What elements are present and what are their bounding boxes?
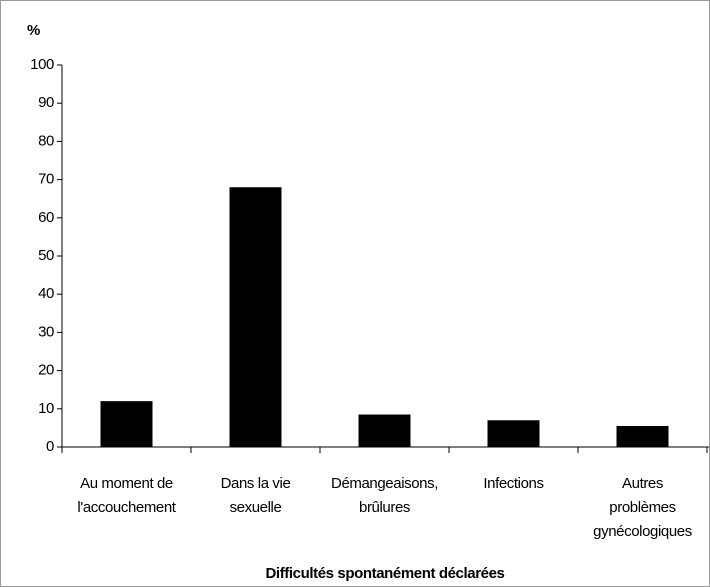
y-tick-label: 40 — [38, 285, 54, 302]
y-tick-label: 70 — [38, 171, 54, 188]
y-axis-label: % — [27, 22, 40, 39]
y-tick-label: 30 — [38, 323, 54, 340]
y-tick-label: 90 — [38, 94, 54, 111]
bar — [616, 425, 669, 447]
y-tick-label: 80 — [38, 132, 54, 149]
x-tick-label: brûlures — [359, 499, 410, 516]
x-tick-label: sexuelle — [230, 499, 282, 516]
y-tick-label: 10 — [38, 400, 54, 417]
x-tick-label: l'accouchement — [77, 499, 176, 516]
x-axis-label: Difficultés spontanément déclarées — [266, 565, 505, 582]
x-tick-label: problèmes — [609, 499, 675, 516]
x-tick-label: Dans la vie — [221, 475, 291, 492]
bar — [358, 414, 411, 447]
y-tick-label: 100 — [30, 56, 54, 73]
x-tick-label: Autres — [622, 475, 663, 492]
bar — [100, 401, 153, 447]
bar — [229, 187, 282, 448]
x-tick-label: gynécologiques — [593, 523, 692, 540]
x-tick-label: Démangeaisons, — [331, 475, 438, 492]
x-tick-label: Infections — [483, 475, 543, 492]
y-tick-label: 0 — [46, 438, 54, 455]
y-tick-label: 60 — [38, 209, 54, 226]
y-tick-label: 20 — [38, 362, 54, 379]
x-tick-label: Au moment de — [80, 475, 173, 492]
y-tick-label: 50 — [38, 247, 54, 264]
bar — [487, 420, 540, 447]
